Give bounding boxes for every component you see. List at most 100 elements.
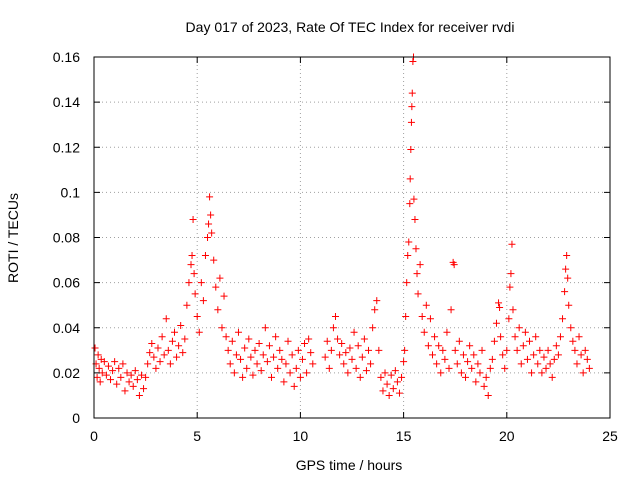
data-point: [412, 245, 420, 253]
data-point: [204, 234, 212, 241]
data-point: [515, 324, 523, 332]
data-point: [550, 355, 558, 363]
data-point: [497, 333, 505, 341]
data-point: [241, 344, 249, 352]
data-point: [428, 351, 436, 359]
data-point: [567, 324, 575, 332]
data-point: [224, 346, 232, 354]
data-point: [243, 364, 251, 372]
data-point: [393, 378, 401, 386]
data-point: [146, 349, 154, 357]
data-point: [371, 306, 379, 314]
data-point: [401, 346, 409, 354]
data-point: [472, 378, 480, 386]
data-point: [511, 333, 519, 341]
data-point: [445, 364, 453, 372]
data-point: [131, 367, 139, 375]
data-point: [195, 328, 203, 336]
data-point: [565, 301, 573, 309]
data-point: [340, 360, 348, 368]
data-point: [379, 387, 387, 395]
data-point: [282, 360, 290, 368]
data-point: [377, 373, 385, 381]
data-point: [208, 229, 216, 237]
data-point: [334, 335, 342, 343]
data-point: [474, 360, 482, 368]
data-point: [453, 360, 461, 368]
data-point: [408, 89, 416, 97]
y-tick-label: 0.12: [53, 139, 80, 155]
data-point: [385, 391, 393, 399]
data-point: [354, 342, 362, 350]
data-point: [251, 346, 259, 354]
data-point: [402, 312, 410, 320]
data-points: [91, 53, 593, 399]
data-point: [544, 346, 552, 354]
data-point: [424, 342, 432, 350]
data-point: [189, 215, 197, 223]
data-point: [496, 303, 504, 311]
data-point: [290, 382, 298, 390]
data-point: [150, 353, 158, 361]
data-point: [457, 369, 465, 377]
data-point: [193, 312, 201, 320]
y-tick-label: 0.04: [53, 320, 80, 336]
data-point: [404, 252, 412, 260]
data-point: [245, 335, 253, 343]
data-point: [222, 333, 230, 341]
data-point: [173, 353, 181, 361]
data-point: [298, 355, 306, 363]
data-point: [288, 351, 296, 359]
data-point: [395, 389, 403, 397]
data-point: [466, 342, 474, 350]
data-point: [232, 351, 240, 359]
data-point: [121, 387, 129, 395]
data-point: [413, 270, 421, 278]
data-point: [111, 358, 119, 366]
data-point: [416, 261, 424, 269]
data-point: [375, 346, 383, 354]
data-point: [185, 279, 193, 287]
data-point: [455, 337, 463, 345]
data-point: [107, 376, 115, 384]
data-point: [387, 371, 395, 379]
data-point: [528, 369, 536, 377]
y-tick-label: 0.14: [53, 94, 80, 110]
y-tick-label: 0.16: [53, 49, 80, 65]
data-point: [104, 362, 112, 370]
data-point: [447, 306, 455, 314]
x-tick-label: 5: [193, 428, 201, 444]
data-point: [327, 346, 335, 354]
data-point: [95, 364, 103, 372]
x-tick-label: 0: [90, 428, 98, 444]
data-point: [490, 337, 498, 345]
y-axis-label: ROTI / TECUs: [5, 193, 21, 283]
data-point: [414, 290, 422, 298]
data-point: [214, 306, 222, 314]
data-point: [276, 346, 284, 354]
data-point: [259, 351, 267, 359]
data-point: [212, 283, 220, 291]
data-point: [484, 391, 492, 399]
data-point: [548, 373, 556, 381]
data-point: [216, 274, 224, 282]
data-point: [564, 274, 572, 282]
data-point: [406, 175, 414, 183]
data-point: [325, 364, 333, 372]
data-point: [373, 297, 381, 305]
data-point: [554, 351, 562, 359]
data-point: [389, 385, 397, 393]
data-point: [352, 364, 360, 372]
data-point: [561, 288, 569, 296]
data-point: [338, 340, 346, 348]
data-point: [230, 369, 238, 377]
data-point: [571, 346, 579, 354]
data-point: [199, 297, 207, 305]
data-point: [183, 301, 191, 309]
data-point: [160, 351, 168, 359]
data-point: [197, 279, 205, 287]
data-point: [506, 283, 514, 291]
data-point: [534, 360, 542, 368]
data-point: [278, 355, 286, 363]
